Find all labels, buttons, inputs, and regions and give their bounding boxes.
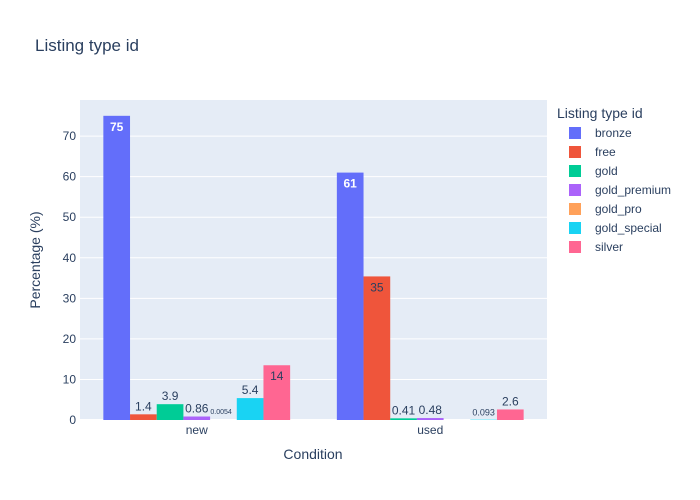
- y-tick-label: 0: [69, 413, 76, 427]
- gridlines: [80, 135, 547, 421]
- legend-item-gold_pro[interactable]: gold_pro: [569, 202, 642, 216]
- data-label-gold-used: 0.41: [392, 403, 416, 417]
- data-label-bronze-used: 61: [344, 177, 358, 191]
- legend[interactable]: Listing type id bronze free gold gold_premi…: [557, 105, 671, 254]
- data-label-gold_special-used: 0.093: [472, 408, 495, 418]
- legend-swatch: [569, 165, 581, 177]
- chart-title: Listing type id: [35, 36, 139, 55]
- bars: [103, 115, 524, 420]
- legend-item-silver[interactable]: silver: [569, 240, 623, 254]
- legend-label: bronze: [595, 126, 632, 140]
- bar-gold-new[interactable]: [156, 404, 184, 420]
- legend-item-gold[interactable]: gold: [569, 164, 618, 178]
- data-label-bronze-new: 75: [110, 120, 124, 134]
- bar-silver-new[interactable]: [263, 365, 291, 420]
- legend-item-gold_special[interactable]: gold_special: [569, 221, 662, 235]
- bar-free-used[interactable]: [363, 276, 391, 420]
- y-axis-title: Percentage (%): [27, 211, 43, 308]
- y-axis-ticks: 0 10 20 30 40 50 60 70: [63, 129, 77, 427]
- y-tick-label: 40: [63, 251, 77, 265]
- legend-swatch: [569, 241, 581, 253]
- y-tick-label: 70: [63, 129, 77, 143]
- bar-silver-used[interactable]: [496, 409, 524, 420]
- bar-gold-used[interactable]: [390, 418, 417, 420]
- bar-gold_premium-used[interactable]: [416, 418, 444, 420]
- data-label-silver-new: 14: [270, 369, 284, 383]
- legend-item-bronze[interactable]: bronze: [569, 126, 632, 140]
- y-tick-label: 60: [63, 170, 77, 184]
- bar-gold_premium-new[interactable]: [183, 416, 211, 420]
- x-tick-label: new: [186, 423, 208, 437]
- bar-bronze-used[interactable]: [336, 172, 364, 420]
- y-tick-label: 30: [63, 291, 77, 305]
- legend-swatch: [569, 184, 581, 196]
- legend-title: Listing type id: [557, 105, 643, 121]
- legend-item-gold_premium[interactable]: gold_premium: [569, 183, 671, 197]
- x-tick-label: used: [417, 423, 443, 437]
- data-label-silver-used: 2.6: [502, 394, 519, 408]
- data-label-extra: 0.0054: [210, 409, 232, 416]
- legend-swatch: [569, 127, 581, 139]
- data-label-gold_premium-used: 0.48: [419, 403, 443, 417]
- x-axis-ticks: new used: [186, 423, 444, 437]
- data-label-free-used: 35: [370, 280, 384, 294]
- data-label-free-new: 1.4: [135, 399, 152, 413]
- legend-label: gold: [595, 164, 618, 178]
- legend-label: gold_premium: [595, 183, 671, 197]
- legend-swatch: [569, 222, 581, 234]
- data-label-gold_premium-new: 0.86: [185, 402, 209, 416]
- x-axis-title: Condition: [283, 446, 342, 462]
- legend-label: free: [595, 145, 616, 159]
- data-label-gold_special-new: 5.4: [242, 383, 259, 397]
- y-tick-label: 20: [63, 332, 77, 346]
- bar-labels: 75 1.4 3.9 0.86 5.4 14 61 35 0.41 0.48 0.093 2.6 0.0…: [110, 120, 519, 418]
- legend-label: silver: [595, 240, 623, 254]
- legend-label: gold_special: [595, 221, 662, 235]
- legend-swatch: [569, 146, 581, 158]
- legend-label: gold_pro: [595, 202, 642, 216]
- bar-free-new[interactable]: [130, 414, 157, 420]
- y-tick-label: 10: [63, 372, 77, 386]
- data-label-gold-new: 3.9: [162, 389, 179, 403]
- legend-item-free[interactable]: free: [569, 145, 616, 159]
- y-tick-label: 50: [63, 210, 77, 224]
- bar-gold_special-new[interactable]: [236, 398, 264, 420]
- bar-bronze-new[interactable]: [103, 115, 131, 420]
- plot-area: [80, 100, 547, 420]
- legend-swatch: [569, 203, 581, 215]
